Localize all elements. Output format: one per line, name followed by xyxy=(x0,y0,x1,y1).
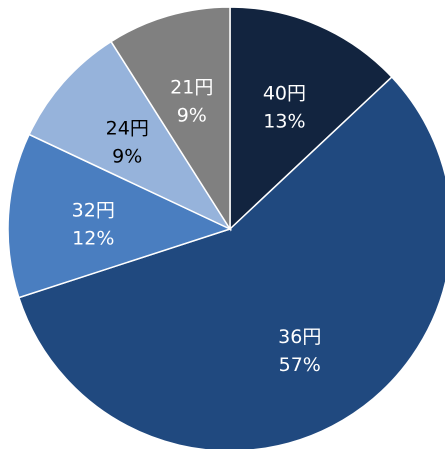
pie-slice xyxy=(17,75,445,452)
slice-percent-label: 9% xyxy=(177,104,207,126)
slice-category-label: 32円 xyxy=(72,199,115,221)
slice-category-label: 24円 xyxy=(106,117,149,139)
slice-percent-label: 13% xyxy=(263,110,305,132)
pie-slice xyxy=(7,133,233,299)
slice-percent-label: 12% xyxy=(72,227,114,249)
slice-category-label: 36円 xyxy=(278,326,321,348)
pie-slice xyxy=(229,6,393,231)
pie-slice xyxy=(110,6,231,232)
slice-category-label: 40円 xyxy=(263,82,306,104)
slice-percent-label: 9% xyxy=(112,145,142,167)
slice-category-label: 21円 xyxy=(170,76,213,98)
slice-percent-label: 57% xyxy=(279,354,321,376)
pie-slice xyxy=(28,40,233,231)
